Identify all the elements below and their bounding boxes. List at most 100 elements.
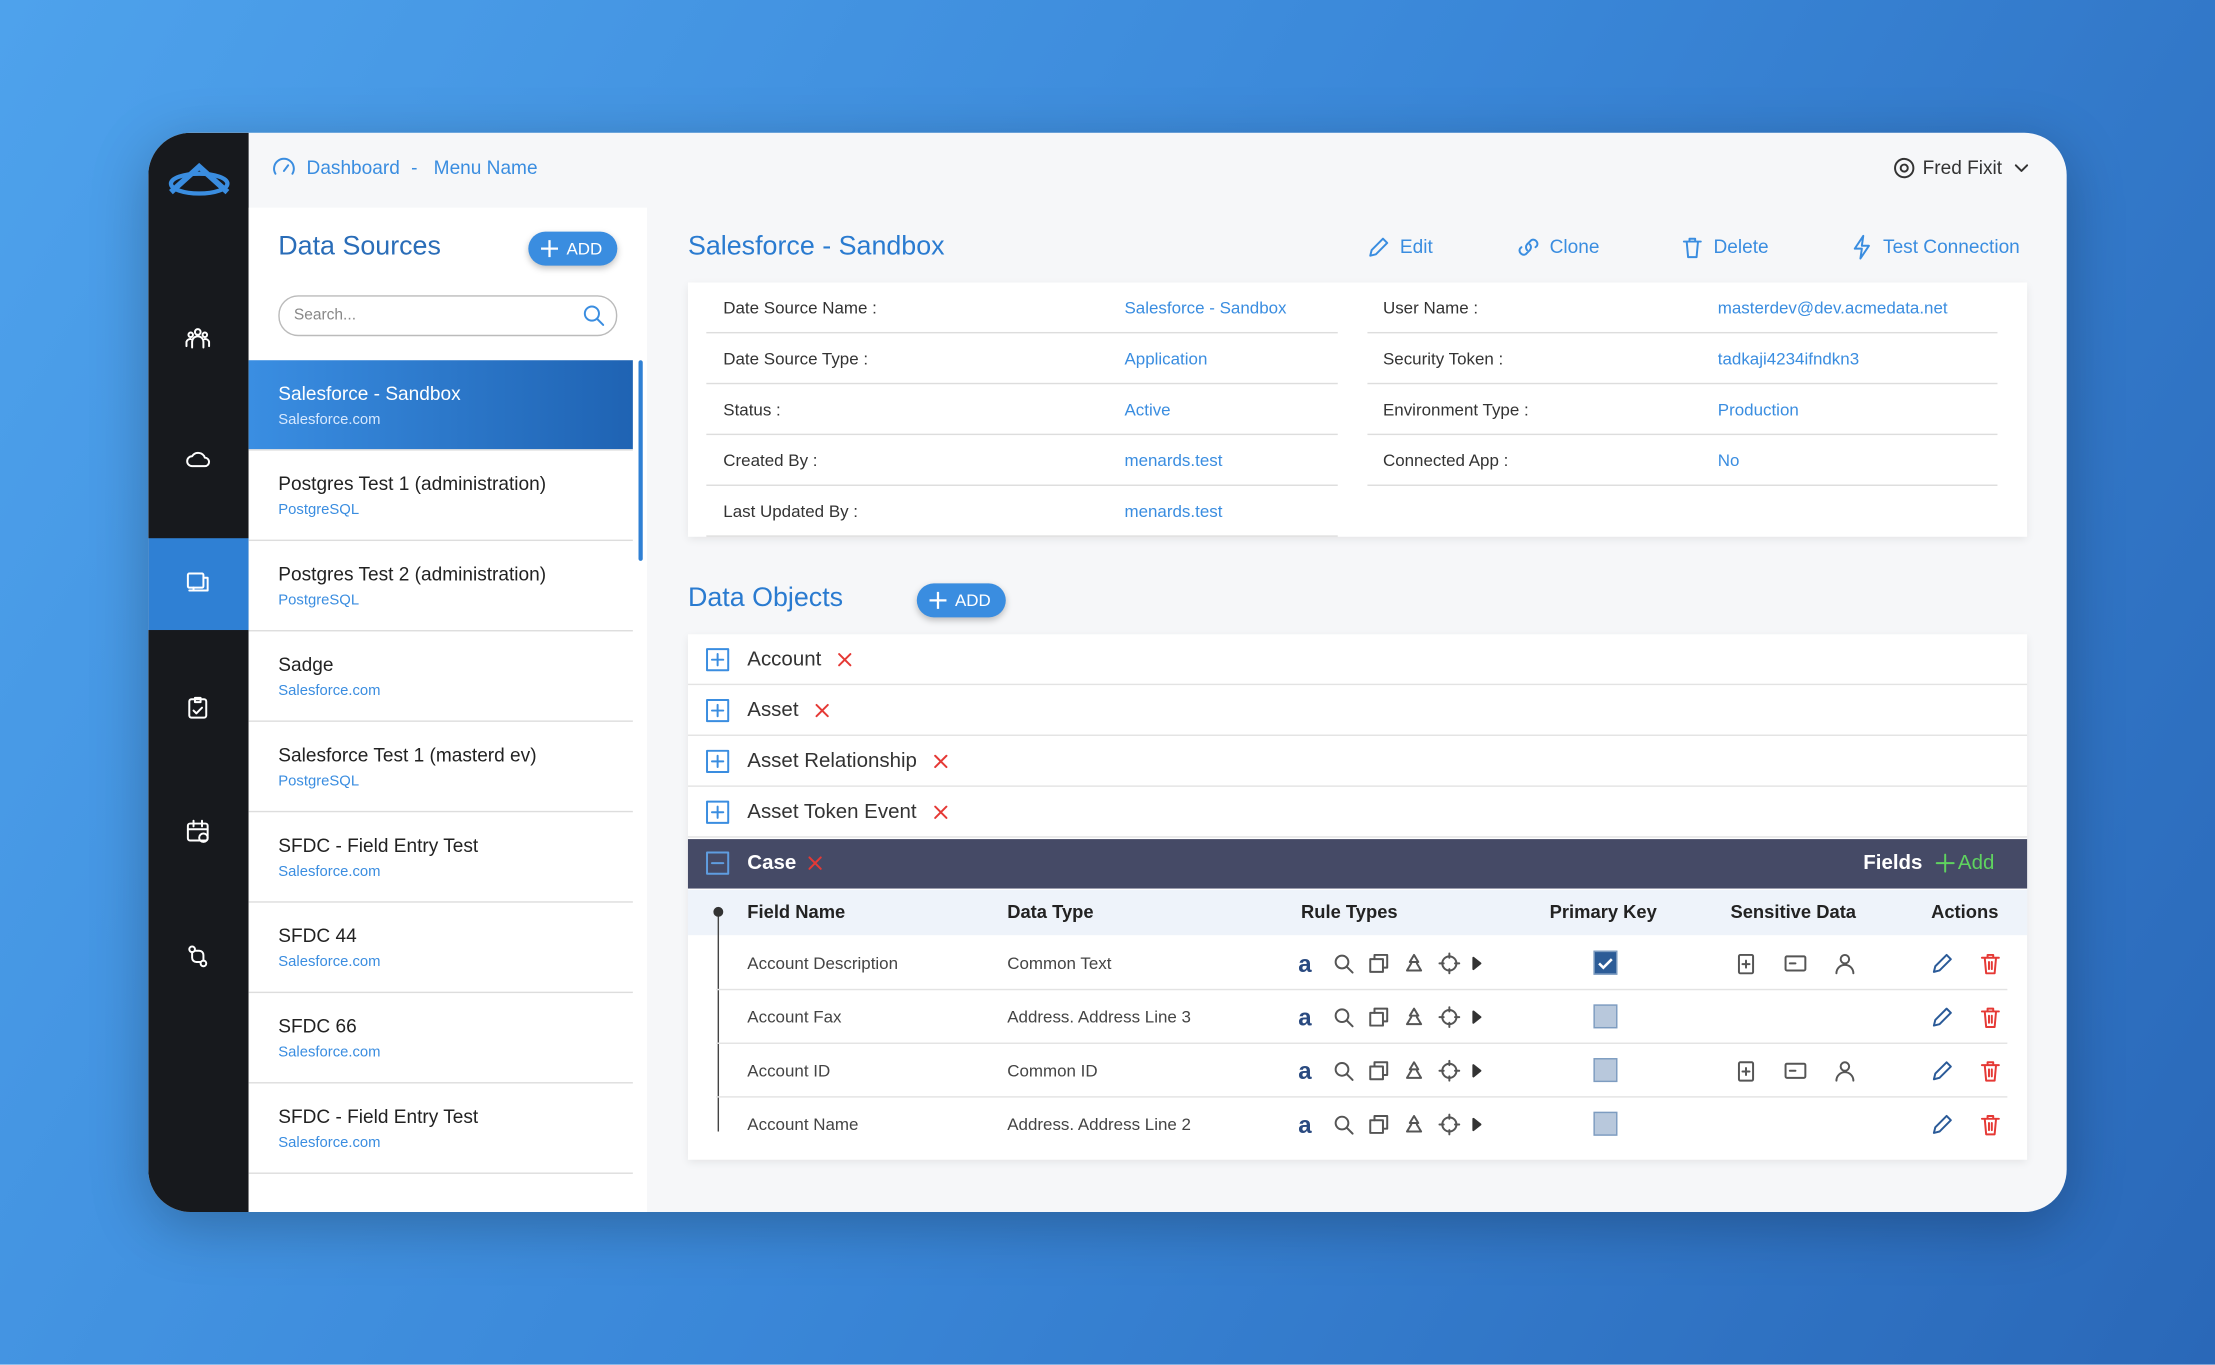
nav-icon[interactable] [185, 446, 211, 471]
delete-icon[interactable] [1978, 1112, 2003, 1137]
action-label[interactable]: Clone [1549, 235, 1600, 258]
rule-icon[interactable] [1437, 951, 1462, 976]
edit-icon[interactable] [1930, 1004, 1955, 1029]
source-type: Salesforce.com [278, 1043, 381, 1061]
expand-toggle[interactable] [705, 749, 730, 774]
action-icon[interactable] [1366, 234, 1391, 259]
rule-icon[interactable] [1331, 1004, 1356, 1029]
rule-icon[interactable] [1401, 951, 1426, 976]
source-type: Salesforce.com [278, 1134, 381, 1152]
rule-icon[interactable]: a [1295, 1112, 1320, 1139]
object-row[interactable]: Account [687, 634, 2028, 686]
source-item[interactable]: Postgres Test 1 (administration) PostgreS… [248, 451, 633, 542]
delete-icon[interactable] [1978, 951, 2003, 976]
action-label[interactable]: Test Connection [1883, 235, 2020, 258]
divider [706, 433, 1338, 436]
edit-icon[interactable] [1930, 1058, 1955, 1083]
rule-icon[interactable] [1331, 1112, 1356, 1137]
fields-add[interactable]: Add [1957, 851, 1995, 875]
object-row[interactable]: Asset Token Event [687, 787, 2028, 838]
app-window: Dashboard - Menu Name Fred Fixit Data Source… [148, 132, 2067, 1213]
sensitive-icon[interactable] [1783, 1058, 1808, 1083]
source-item[interactable]: SFDC 44 Salesforce.com [248, 903, 633, 994]
field-row: Account Name Address. Address Line 2 a [716, 1098, 2007, 1150]
source-item[interactable]: SFDC 66 Salesforce.com [248, 993, 633, 1084]
rule-more[interactable] [1463, 951, 1488, 976]
source-item[interactable]: Postgres Test 2 (administration) PostgreS… [248, 541, 633, 632]
remove-icon[interactable] [928, 800, 953, 825]
edit-icon[interactable] [1930, 1112, 1955, 1137]
rule-icon[interactable] [1366, 1112, 1391, 1137]
search-box[interactable]: Search... [278, 295, 618, 337]
add-icon[interactable] [1932, 850, 1957, 875]
rule-icon[interactable]: a [1295, 1058, 1320, 1085]
source-item[interactable]: Salesforce - Sandbox Salesforce.com [248, 360, 633, 451]
remove-icon[interactable] [928, 749, 953, 774]
object-row[interactable]: Asset Relationship [687, 736, 2028, 787]
rule-icon[interactable] [1401, 1112, 1426, 1137]
add-button[interactable]: ADD [528, 231, 618, 266]
rule-more[interactable] [1463, 1058, 1488, 1083]
divider [706, 382, 1338, 385]
rule-icon[interactable] [1331, 951, 1356, 976]
source-item[interactable]: Sadge Salesforce.com [248, 631, 633, 722]
sensitive-icon[interactable] [1733, 951, 1758, 976]
edit-icon[interactable] [1930, 951, 1955, 976]
search-icon [581, 302, 606, 327]
source-item[interactable]: Salesforce Test 1 (masterd ev) PostgreSQL [248, 722, 633, 813]
sensitive-icon[interactable] [1832, 951, 1857, 976]
sensitive-icon[interactable] [1733, 1058, 1758, 1083]
rule-icon[interactable] [1437, 1058, 1462, 1083]
rule-more[interactable] [1463, 1112, 1488, 1137]
remove-icon[interactable] [809, 698, 834, 723]
rule-icon[interactable] [1331, 1058, 1356, 1083]
action-icon[interactable] [1516, 234, 1541, 259]
add-label: ADD [566, 238, 603, 259]
svg-text:a: a [1298, 1058, 1312, 1085]
nav-icon[interactable] [185, 569, 210, 594]
delete-icon[interactable] [1978, 1004, 2003, 1029]
breadcrumb-link[interactable]: Dashboard [306, 156, 400, 178]
object-row[interactable]: Asset [687, 685, 2028, 736]
user-name[interactable]: Fred Fixit [1922, 156, 2003, 178]
remove-icon[interactable] [832, 647, 857, 672]
rule-icon[interactable] [1366, 951, 1391, 976]
add-button[interactable]: ADD [916, 583, 1006, 618]
expand-toggle[interactable] [705, 800, 730, 825]
rule-icon[interactable]: a [1295, 951, 1320, 978]
action-label[interactable]: Edit [1399, 235, 1433, 258]
delete-icon[interactable] [1978, 1058, 2003, 1083]
rule-icon[interactable] [1437, 1112, 1462, 1137]
rule-more[interactable] [1463, 1004, 1488, 1029]
primary-key-checkbox[interactable] [1593, 950, 1618, 975]
primary-key-checkbox[interactable] [1593, 1111, 1618, 1136]
nav-icon[interactable] [185, 819, 210, 844]
action-label[interactable]: Delete [1713, 235, 1769, 258]
action-icon[interactable] [1849, 234, 1874, 260]
nav-icon[interactable] [185, 944, 210, 969]
source-item[interactable]: SFDC - Field Entry Test Salesforce.com [248, 812, 633, 903]
rule-icon[interactable] [1366, 1058, 1391, 1083]
rule-icon[interactable] [1437, 1004, 1462, 1029]
breadcrumb-link[interactable]: Menu Name [433, 156, 538, 178]
expand-toggle[interactable] [705, 647, 730, 672]
expand-toggle[interactable] [705, 698, 730, 723]
action-icon[interactable] [1680, 234, 1705, 259]
remove-icon[interactable] [802, 850, 827, 875]
primary-key-checkbox[interactable] [1593, 1058, 1618, 1083]
expand-toggle[interactable] [705, 850, 730, 875]
sensitive-icon[interactable] [1832, 1058, 1857, 1083]
nav-icon[interactable] [185, 325, 211, 350]
column-header: Actions [1931, 901, 1999, 923]
rule-icon[interactable]: a [1295, 1004, 1320, 1032]
rule-icon[interactable] [1366, 1004, 1391, 1029]
sensitive-icon[interactable] [1783, 951, 1808, 976]
source-item[interactable]: SFDC - Field Entry Test Salesforce.com [248, 1083, 633, 1174]
detail-value: Application [1124, 348, 1208, 369]
rule-icon[interactable] [1401, 1004, 1426, 1029]
rule-icon[interactable] [1401, 1058, 1426, 1083]
nav-icon[interactable] [185, 695, 210, 720]
primary-key-checkbox[interactable] [1593, 1004, 1618, 1029]
column-header: Field Name [747, 901, 846, 923]
detail-value: masterdev@dev.acmedata.net [1717, 298, 1948, 318]
